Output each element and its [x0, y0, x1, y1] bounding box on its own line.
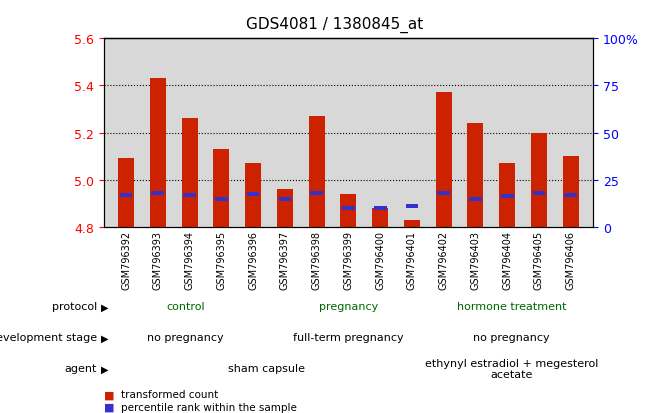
- Text: GSM796402: GSM796402: [439, 230, 449, 290]
- Bar: [563, 157, 579, 227]
- FancyBboxPatch shape: [0, 412, 10, 413]
- Text: no pregnancy: no pregnancy: [147, 332, 224, 343]
- Text: GSM796396: GSM796396: [248, 230, 258, 289]
- Bar: [309, 117, 324, 227]
- Bar: [373, 208, 388, 227]
- Text: ■: ■: [104, 389, 115, 399]
- Bar: [469, 197, 482, 201]
- Text: protocol: protocol: [52, 301, 97, 312]
- Text: agent: agent: [65, 363, 97, 374]
- Bar: [182, 119, 198, 227]
- Text: GSM796400: GSM796400: [375, 230, 385, 289]
- Text: GSM796406: GSM796406: [565, 230, 576, 289]
- Bar: [215, 197, 228, 201]
- FancyBboxPatch shape: [0, 412, 5, 413]
- Bar: [438, 191, 450, 195]
- Text: ▶: ▶: [100, 301, 108, 312]
- Bar: [150, 79, 165, 227]
- Text: development stage: development stage: [0, 332, 97, 343]
- Text: GDS4081 / 1380845_at: GDS4081 / 1380845_at: [247, 17, 423, 33]
- Bar: [184, 194, 196, 198]
- Bar: [118, 159, 134, 227]
- Text: ■: ■: [104, 402, 115, 412]
- FancyBboxPatch shape: [10, 412, 15, 413]
- FancyBboxPatch shape: [10, 412, 15, 413]
- Text: percentile rank within the sample: percentile rank within the sample: [121, 402, 297, 412]
- Text: transformed count: transformed count: [121, 389, 218, 399]
- Bar: [151, 191, 164, 195]
- Bar: [499, 164, 515, 227]
- Text: GSM796404: GSM796404: [502, 230, 512, 289]
- Bar: [405, 204, 418, 209]
- Text: hormone treatment: hormone treatment: [457, 301, 566, 312]
- Text: GSM796395: GSM796395: [216, 230, 226, 290]
- Text: GSM796394: GSM796394: [185, 230, 194, 289]
- Text: ▶: ▶: [100, 363, 108, 374]
- Bar: [310, 191, 323, 195]
- FancyBboxPatch shape: [0, 412, 5, 413]
- Bar: [120, 194, 133, 198]
- Bar: [533, 191, 545, 195]
- Bar: [374, 206, 387, 211]
- FancyBboxPatch shape: [5, 412, 10, 413]
- Bar: [468, 124, 483, 227]
- FancyBboxPatch shape: [5, 412, 10, 413]
- Text: control: control: [166, 301, 204, 312]
- Text: GSM796397: GSM796397: [280, 230, 290, 290]
- Bar: [501, 195, 513, 199]
- Text: no pregnancy: no pregnancy: [473, 332, 550, 343]
- Text: full-term pregnancy: full-term pregnancy: [293, 332, 404, 343]
- Bar: [245, 164, 261, 227]
- Text: ethynyl estradiol + megesterol
acetate: ethynyl estradiol + megesterol acetate: [425, 358, 598, 380]
- Bar: [342, 206, 354, 211]
- Bar: [214, 150, 229, 227]
- Bar: [564, 194, 577, 198]
- Text: GSM796392: GSM796392: [121, 230, 131, 290]
- Text: sham capsule: sham capsule: [228, 363, 306, 374]
- Bar: [436, 93, 452, 227]
- Text: ▶: ▶: [100, 332, 108, 343]
- Text: GSM796405: GSM796405: [534, 230, 544, 290]
- Bar: [404, 220, 420, 227]
- FancyBboxPatch shape: [10, 412, 15, 413]
- Text: GSM796399: GSM796399: [344, 230, 353, 289]
- Bar: [279, 197, 291, 201]
- Text: pregnancy: pregnancy: [319, 301, 378, 312]
- Bar: [531, 133, 547, 227]
- Bar: [247, 192, 259, 197]
- Bar: [340, 194, 356, 227]
- Text: GSM796403: GSM796403: [470, 230, 480, 289]
- Text: GSM796401: GSM796401: [407, 230, 417, 289]
- Bar: [277, 190, 293, 227]
- Text: GSM796398: GSM796398: [312, 230, 322, 289]
- Text: GSM796393: GSM796393: [153, 230, 163, 289]
